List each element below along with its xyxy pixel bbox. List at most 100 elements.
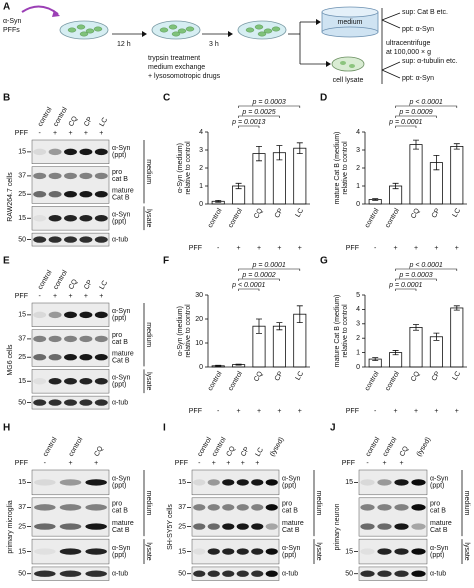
x-tick-label: LC [295,370,306,381]
y-tick-label: 3 [356,321,360,328]
pff-label: PFF [175,460,188,467]
pff-label: PFF [342,460,355,467]
band-label: cat B [112,339,128,346]
error-bar [413,139,419,150]
pff-label: PFF [189,408,202,415]
band [33,311,47,319]
band-label: (ppt) [282,552,296,559]
band-label: α-tub [112,399,128,406]
band [48,378,62,385]
band [251,479,264,486]
band [79,335,93,343]
cell [168,24,178,30]
y-tick-label: 30 [195,292,203,299]
pff-sign: + [257,408,261,415]
band-label: pro [282,501,292,508]
significance-bracket [238,115,280,118]
pff-sign: + [257,245,261,252]
band [236,479,249,486]
band [85,548,107,555]
band [94,378,108,385]
band [48,191,62,198]
y-tick-label: 4 [356,306,360,313]
band [265,548,278,555]
band-label: α-Syn [430,476,449,483]
band [411,523,426,530]
band [265,523,278,530]
pff-sign: + [241,460,245,467]
y-tick-label: 0 [199,201,203,208]
blot-strip [191,538,280,565]
panel-label: C [163,93,170,104]
y-tick-label: 1 [356,183,360,190]
band-label: α-Syn [112,212,131,219]
band [193,523,206,530]
pff-sign: - [217,245,220,252]
pff-label: PFF [15,130,28,137]
x-tick-label: CP [431,207,442,219]
column-header: CP [240,446,251,458]
mw-marker: 15 [18,479,26,486]
mw-marker: 15 [178,479,186,486]
time-label: 12 h [117,41,131,48]
p-value: p < 0.0001 [409,99,443,106]
band [222,504,235,511]
band [360,523,375,530]
cell-type-label: primary neuron [334,503,341,550]
band-label: pro [112,169,122,176]
bar [429,336,443,368]
x-tick-label: control [227,370,244,392]
pff-sign: - [39,130,42,137]
pff-sign: + [226,460,230,467]
cell [85,28,95,34]
band [64,378,77,385]
band [64,354,77,361]
centrifuge-text: at 100,000 × g [386,49,431,56]
pff-sign: + [414,408,418,415]
cell-type-label: primary microglia [7,500,14,553]
band-label: α-Syn [112,545,131,552]
error-bar [235,182,242,190]
pff-sign: - [198,460,201,467]
band [377,548,392,555]
significance-bracket [238,268,301,271]
column-header: LC [255,447,266,458]
mw-marker: 15 [18,378,26,385]
significance-bracket [395,105,458,108]
pff-sign: + [298,408,302,415]
band-label: (ppt) [430,552,444,559]
band-label: Cat B [112,195,130,202]
error-bar [453,305,460,311]
band [394,479,409,486]
band [64,172,77,180]
p-value: p = 0.0003 [398,272,432,279]
y-tick-label: 0 [356,364,360,371]
pff-sign: + [53,130,57,137]
mw-marker: 50 [18,399,26,406]
band-label: (ppt) [282,483,296,490]
band [34,504,56,511]
panel-label: H [3,423,10,434]
mw-marker: 37 [18,504,26,511]
significance-bracket [238,105,301,108]
band [94,354,108,361]
band [236,570,249,577]
band [48,236,62,243]
mw-marker: 15 [345,548,353,555]
band [48,335,62,343]
band [411,570,426,577]
error-bar [453,143,460,150]
pff-label: PFF [346,245,359,252]
mw-marker: 37 [18,173,26,180]
band-label: (ppt) [112,382,126,389]
x-tick-label: control [384,207,401,229]
column-header: control [382,436,399,458]
band [265,504,278,511]
mw-marker: 50 [345,571,353,578]
band [64,215,77,222]
cell [254,24,264,30]
blot-strip [358,497,428,537]
pff-sign: + [212,460,216,467]
dish [59,20,109,40]
band [360,479,375,486]
